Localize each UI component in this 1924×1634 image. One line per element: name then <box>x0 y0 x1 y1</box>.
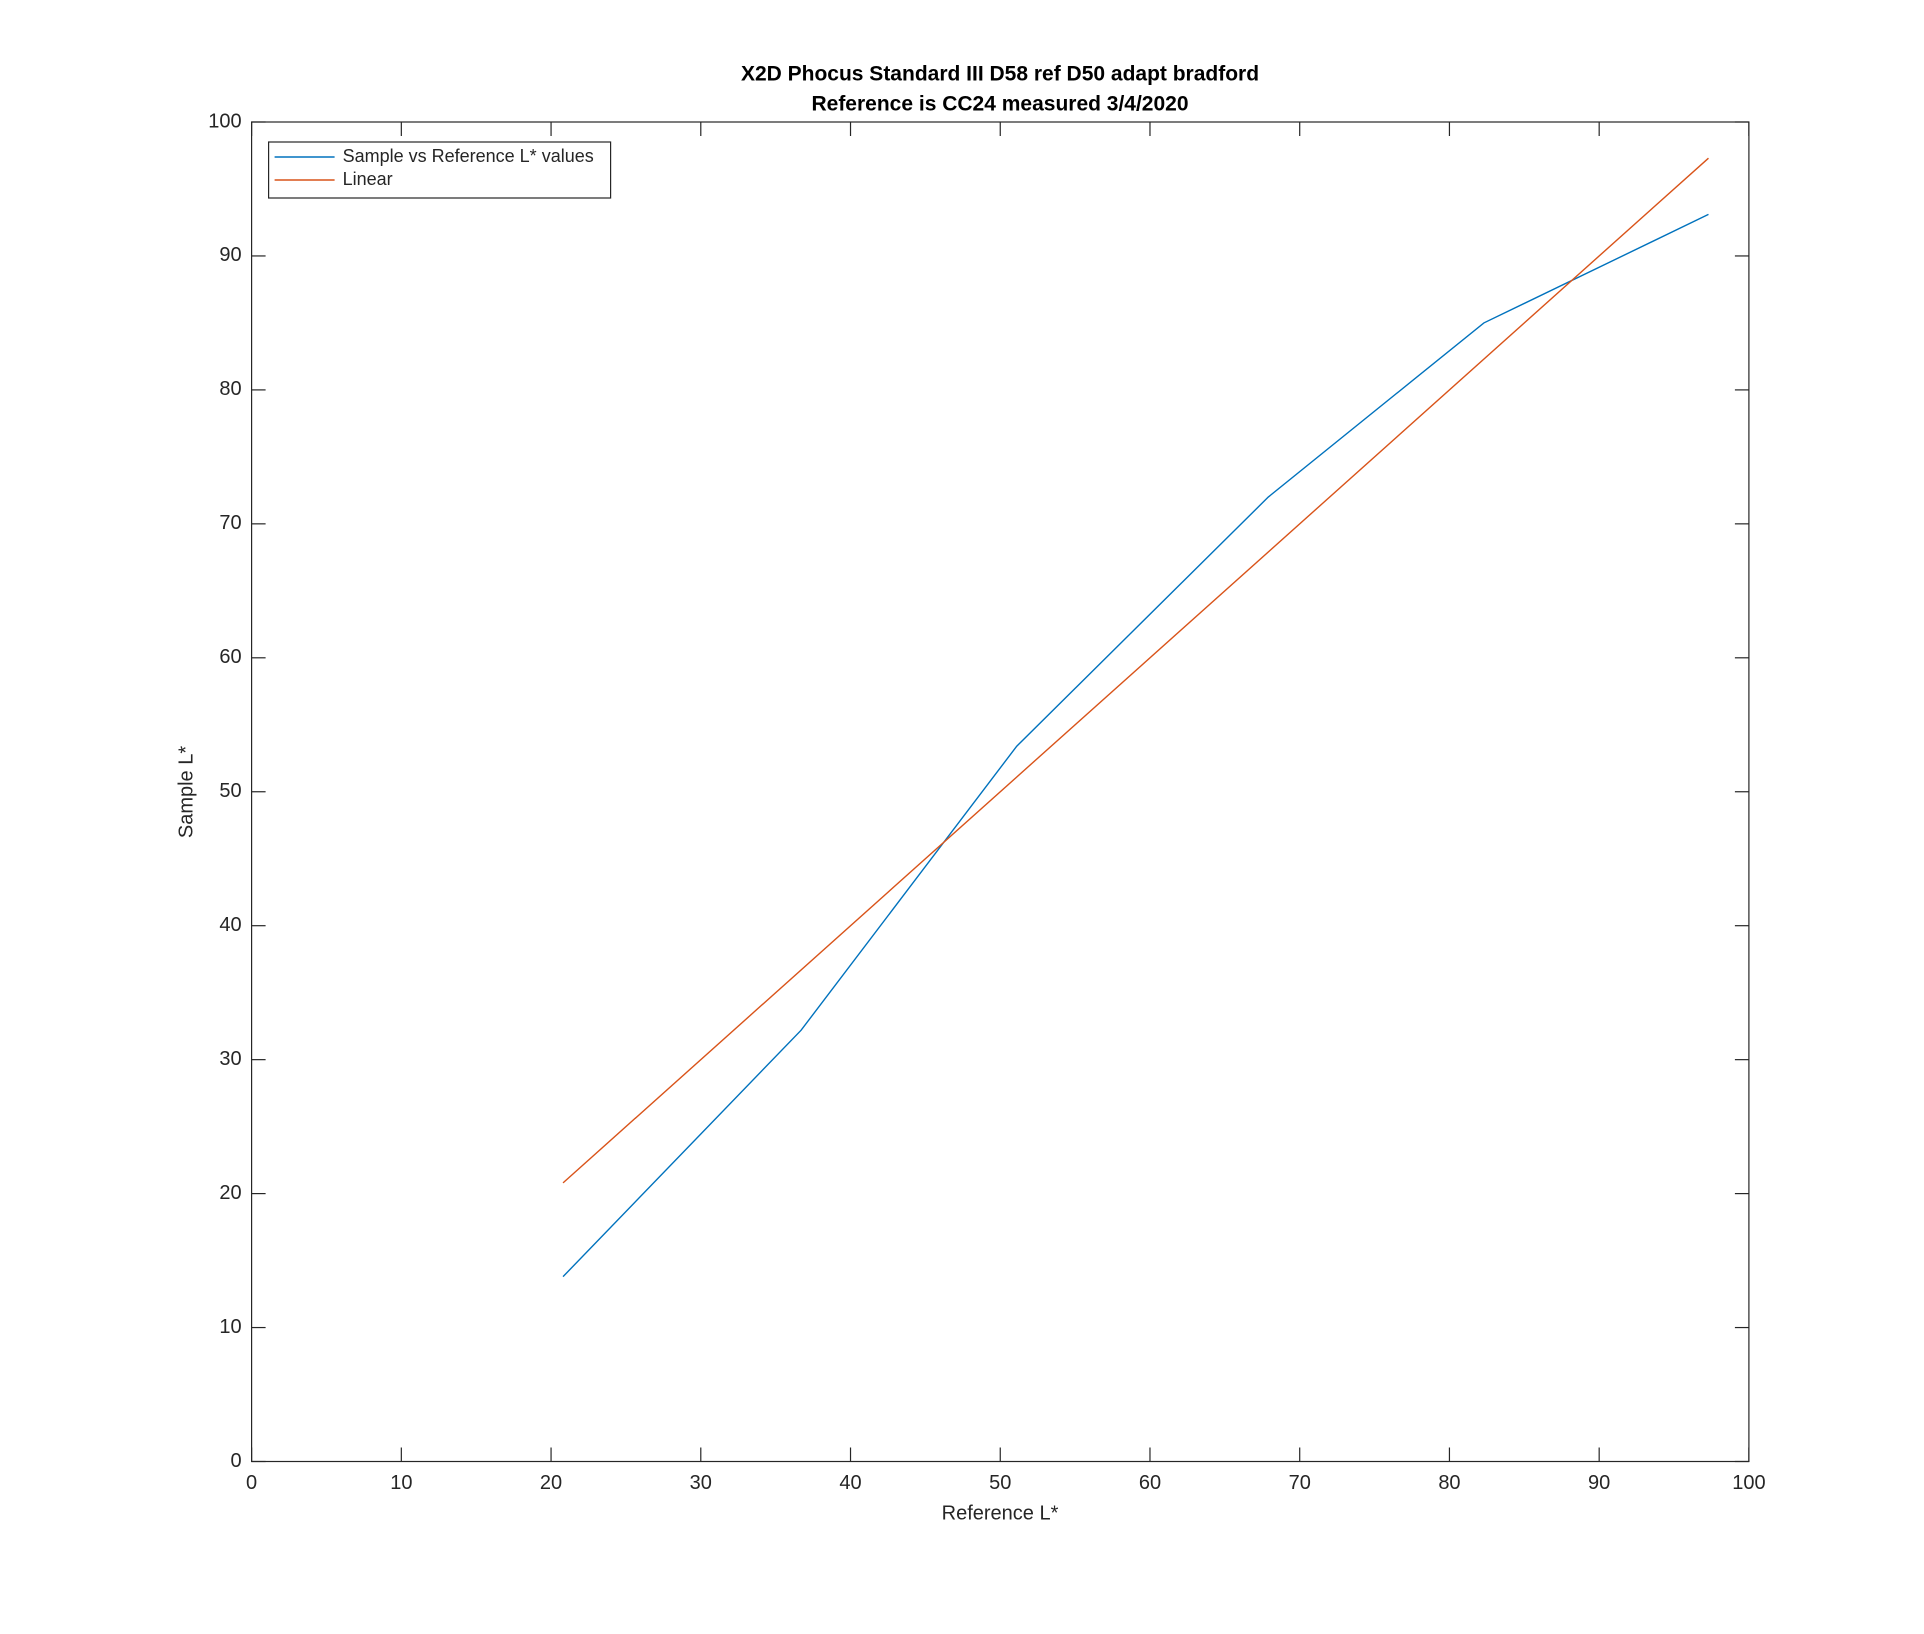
chart-title: X2D Phocus Standard III D58 ref D50 adap… <box>741 63 1259 86</box>
y-tick-label: 30 <box>219 1048 241 1070</box>
x-tick-label: 70 <box>1289 1472 1311 1494</box>
data-line <box>562 157 1709 1184</box>
y-tick-label: 50 <box>219 780 241 802</box>
y-tick-label: 20 <box>219 1182 241 1204</box>
x-tick-label: 50 <box>989 1472 1011 1494</box>
x-tick-label: 40 <box>839 1472 861 1494</box>
legend-label: Linear <box>343 169 393 189</box>
x-axis-label: Reference L* <box>942 1502 1059 1524</box>
x-tick-label: 30 <box>690 1472 712 1494</box>
x-tick-label: 10 <box>390 1472 412 1494</box>
y-axis-label: Sample L* <box>175 746 197 838</box>
y-tick-label: 60 <box>219 646 241 668</box>
chart-title: Reference is CC24 measured 3/4/2020 <box>811 93 1188 116</box>
legend-label: Sample vs Reference L* values <box>343 146 594 166</box>
y-tick-label: 100 <box>208 110 241 132</box>
x-tick-label: 80 <box>1438 1472 1460 1494</box>
x-tick-label: 100 <box>1732 1472 1765 1494</box>
y-tick-label: 70 <box>219 512 241 534</box>
y-tick-label: 40 <box>219 914 241 936</box>
y-tick-label: 80 <box>219 378 241 400</box>
y-tick-label: 90 <box>219 244 241 266</box>
legend-box <box>268 141 612 199</box>
data-line <box>562 213 1709 1278</box>
x-tick-label: 0 <box>246 1472 257 1494</box>
legend: Sample vs Reference L* values Linear <box>268 141 612 199</box>
x-tick-label: 20 <box>540 1472 562 1494</box>
y-tick-label: 0 <box>230 1450 241 1472</box>
x-tick-label: 60 <box>1139 1472 1161 1494</box>
y-tick-label: 10 <box>219 1316 241 1338</box>
x-tick-label: 90 <box>1588 1472 1610 1494</box>
